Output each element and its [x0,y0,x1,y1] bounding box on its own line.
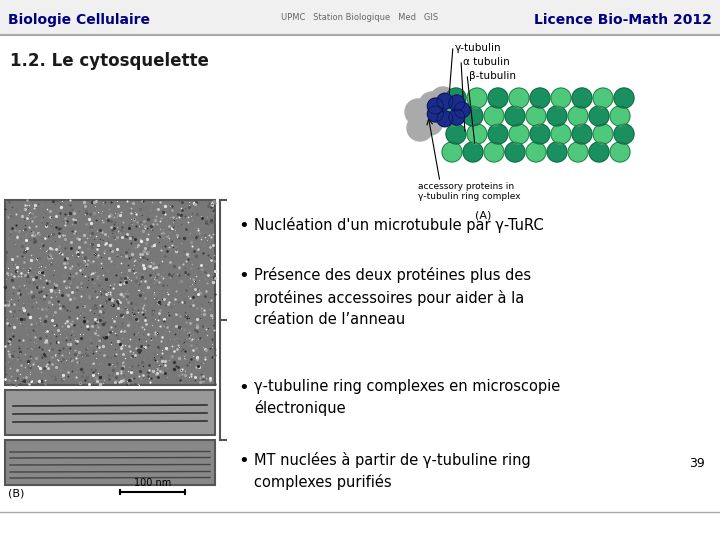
Circle shape [530,88,550,108]
Circle shape [610,106,630,126]
Circle shape [589,142,609,162]
Text: 1.2. Le cytosquelette: 1.2. Le cytosquelette [10,52,209,70]
Bar [5,440,215,485]
Text: γ-tubuline ring complexes en microscopie
électronique: γ-tubuline ring complexes en microscopie… [254,379,560,416]
Circle shape [530,124,550,144]
Text: UPMC   Station Biologique   Med   GIS: UPMC Station Biologique Med GIS [282,14,438,23]
Text: Nucléation d'un microtubule par γ-TuRC: Nucléation d'un microtubule par γ-TuRC [254,217,544,233]
Circle shape [509,88,529,108]
Circle shape [430,87,456,113]
Circle shape [526,106,546,126]
Circle shape [547,142,567,162]
Text: γ-tubulin: γ-tubulin [455,43,502,53]
Text: 39: 39 [689,457,705,470]
Circle shape [442,106,462,126]
Circle shape [446,88,466,108]
Text: •: • [238,267,248,285]
Text: β-tubulin: β-tubulin [469,71,516,81]
Circle shape [449,109,464,125]
Text: Biologie Cellulaire: Biologie Cellulaire [8,13,150,27]
Circle shape [610,142,630,162]
Text: (A): (A) [475,210,491,220]
Text: MT nuclées à partir de γ-tubuline ring
complexes purifiés: MT nuclées à partir de γ-tubuline ring c… [254,452,531,490]
Circle shape [614,124,634,144]
Circle shape [551,124,571,144]
Circle shape [593,124,613,144]
Text: α tubulin: α tubulin [463,57,510,67]
Circle shape [505,142,525,162]
Circle shape [526,142,546,162]
Circle shape [589,106,609,126]
Circle shape [419,92,445,118]
Circle shape [568,142,588,162]
Circle shape [547,106,567,126]
Text: (B): (B) [8,488,24,498]
Text: •: • [238,452,248,470]
Circle shape [509,124,529,144]
Circle shape [442,142,462,162]
Bar [5,200,215,385]
Circle shape [568,106,588,126]
Circle shape [572,88,592,108]
Text: •: • [238,379,248,397]
Circle shape [488,88,508,108]
Text: 100 nm: 100 nm [134,478,171,488]
Bar [0,0,720,35]
Circle shape [407,115,433,141]
Circle shape [505,106,525,126]
Circle shape [405,99,431,125]
Circle shape [484,106,504,126]
Circle shape [614,88,634,108]
Circle shape [428,106,444,122]
Circle shape [484,142,504,162]
Circle shape [463,106,483,126]
Circle shape [428,98,444,114]
Circle shape [454,102,470,118]
Bar [5,390,215,435]
Circle shape [446,124,466,144]
Circle shape [463,142,483,162]
Circle shape [467,88,487,108]
Text: Présence des deux protéines plus des
protéines accessoires pour aider à la
créat: Présence des deux protéines plus des pro… [254,267,531,327]
Circle shape [488,124,508,144]
Circle shape [417,109,443,135]
Circle shape [551,88,571,108]
Text: •: • [238,217,248,235]
Text: accessory proteins in: accessory proteins in [418,182,514,191]
Text: γ-tubulin ring complex: γ-tubulin ring complex [418,192,521,201]
Circle shape [593,88,613,108]
Circle shape [437,93,453,109]
Circle shape [467,124,487,144]
Circle shape [572,124,592,144]
Circle shape [437,111,453,127]
Circle shape [449,95,464,111]
Text: Licence Bio-Math 2012: Licence Bio-Math 2012 [534,13,712,27]
